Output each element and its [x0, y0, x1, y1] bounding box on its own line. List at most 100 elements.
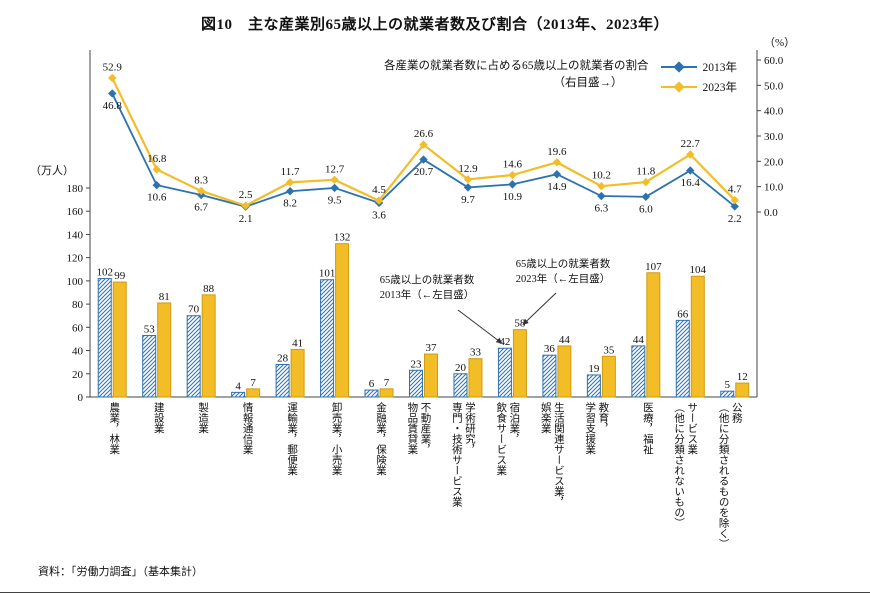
line-value-label-2023: 14.6 — [503, 159, 523, 171]
bar-2023-6 — [379, 388, 394, 398]
line-value-label-2023: 12.7 — [325, 163, 345, 175]
line-marker-2023 — [730, 195, 739, 205]
bar-value-label-2023: 35 — [603, 344, 615, 356]
bar-2013-12 — [631, 345, 646, 398]
bar-value-label-2013: 53 — [144, 323, 156, 335]
x-axis-label-2: 製造業 — [197, 402, 209, 434]
line-value-label-2023: 11.7 — [281, 166, 300, 178]
legend-label-2023: 2023年 — [702, 82, 738, 94]
x-axis-label-10: 生活関連サービス業， 娯楽業 — [539, 402, 564, 507]
line-marker-2013 — [463, 183, 473, 192]
bar-2013-13 — [675, 319, 690, 398]
bar-2023-3 — [246, 388, 261, 398]
line-marker-2013 — [730, 202, 739, 211]
x-axis-label-0: 農業，林業 — [108, 402, 120, 455]
legend-title-line2: （右目盛→） — [553, 76, 623, 89]
right-tick-label: 60.0 — [764, 55, 784, 67]
left-tick-label: 140 — [67, 229, 84, 241]
line-value-label-2013: 10.9 — [503, 191, 523, 203]
line-value-label-2023: 22.7 — [681, 138, 701, 150]
bar-2013-9 — [497, 347, 512, 398]
right-tick-label: 40.0 — [764, 106, 784, 118]
bar-2023-4 — [290, 348, 305, 398]
line-marker-2023 — [285, 178, 295, 187]
line-marker-2013 — [508, 180, 517, 189]
line-marker-2023 — [419, 140, 428, 149]
bar-value-label-2013: 4 — [235, 380, 241, 392]
bar-2023-1 — [157, 302, 172, 398]
bar-value-label-2013: 70 — [188, 304, 200, 316]
line-value-label-2023: 16.8 — [147, 153, 167, 165]
chart-legend: 各産業の就業者数に占める65歳以上の就業者の割合 （右目盛→） 2013年 20… — [384, 58, 737, 95]
line-value-label-2013: 6.0 — [639, 203, 653, 215]
left-tick-label: 120 — [67, 253, 84, 265]
line-marker-2013 — [285, 187, 295, 196]
bar-value-label-2013: 101 — [319, 268, 336, 280]
line-marker-2023 — [374, 196, 384, 205]
line-marker-2013 — [686, 166, 695, 175]
right-tick-label: 10.0 — [764, 182, 784, 194]
line-marker-2013 — [152, 180, 161, 190]
bar-2023-2 — [201, 294, 216, 398]
line-value-label-2023: 4.7 — [728, 184, 742, 196]
line-value-label-2023: 19.6 — [547, 146, 567, 158]
line-value-label-2013: 8.2 — [283, 198, 297, 210]
bar-2023-13 — [690, 275, 705, 398]
bar-2023-0 — [112, 281, 127, 398]
x-axis-label-9: 宿泊業， 飲食サービス業 — [495, 402, 520, 476]
bar-2013-10 — [542, 354, 557, 398]
right-tick-label: 30.0 — [764, 131, 784, 143]
x-axis-label-5: 卸売業，小売業 — [330, 402, 342, 476]
x-axis-label-11: 教育， 学習支援業 — [584, 402, 609, 455]
legend-item-2023: 2023年 — [660, 79, 738, 95]
line-marker-2013 — [641, 192, 651, 201]
line-value-label-2013: 2.1 — [239, 213, 253, 225]
bar-2013-11 — [586, 374, 601, 398]
annotation-2013-bars: 65歳以上の就業者数 2013年（←左目盛） — [376, 274, 478, 303]
x-axis-label-13: サービス業 （他に分類されないもの） — [673, 402, 698, 528]
legend-marker-2023-icon — [660, 81, 697, 93]
line-value-label-2013: 46.8 — [103, 100, 123, 112]
left-tick-label: 0 — [78, 392, 84, 404]
line-value-label-2013: 6.7 — [194, 202, 208, 214]
page-bottom-rule — [0, 592, 870, 593]
line-value-label-2013: 16.4 — [681, 177, 701, 189]
bar-value-label-2023: 33 — [470, 347, 482, 359]
line-value-label-2023: 52.9 — [103, 61, 123, 73]
right-tick-label: 50.0 — [764, 80, 784, 92]
legend-marker-2013-icon — [660, 61, 697, 73]
bar-value-label-2023: 99 — [114, 270, 126, 282]
line-value-label-2013: 14.9 — [547, 181, 567, 193]
bar-value-label-2013: 5 — [725, 379, 731, 391]
bar-value-label-2013: 44 — [633, 334, 645, 346]
x-axis-label-8: 学術研究， 専門・技術サービス業 — [450, 402, 475, 507]
line-marker-2023 — [196, 186, 206, 196]
line-marker-2023 — [686, 150, 695, 159]
bar-2013-3 — [231, 391, 246, 398]
left-tick-label: 60 — [72, 322, 84, 334]
line-marker-2013 — [419, 155, 428, 164]
line-value-label-2023: 4.5 — [372, 184, 386, 196]
legend-title: 各産業の就業者数に占める65歳以上の就業者の割合 （右目盛→） — [384, 58, 649, 91]
line-value-label-2023: 8.3 — [194, 174, 208, 186]
line-marker-2023 — [597, 181, 606, 191]
line-marker-2023 — [108, 73, 117, 83]
annotation-2023-line1: 65歳以上の就業者数 — [515, 259, 611, 270]
annotation-arrow-2023 — [522, 292, 557, 326]
right-tick-label: 20.0 — [764, 156, 784, 168]
left-tick-label: 160 — [67, 206, 84, 218]
bar-2023-10 — [557, 345, 572, 398]
line-value-label-2023: 2.5 — [239, 189, 253, 201]
line-marker-2013 — [108, 89, 117, 98]
line-marker-2023 — [552, 158, 562, 167]
x-axis-label-3: 情報通信業 — [241, 402, 253, 455]
bar-value-label-2013: 23 — [411, 358, 423, 370]
bar-value-label-2013: 66 — [677, 308, 689, 320]
left-axis-unit: （万人） — [30, 164, 74, 177]
bar-2013-6 — [364, 389, 379, 398]
bar-2023-5 — [335, 243, 350, 398]
line-marker-2023 — [241, 201, 250, 210]
bar-2013-2 — [186, 315, 201, 398]
bar-value-label-2023: 44 — [559, 334, 571, 346]
